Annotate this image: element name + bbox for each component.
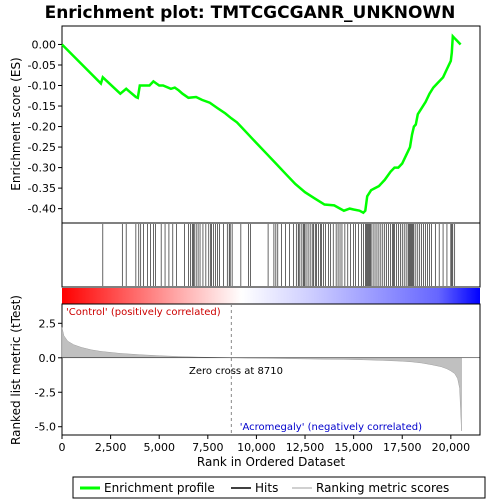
x-tick-label: 12,500 [286, 441, 325, 454]
legend-frame [72, 476, 486, 499]
metric-y-tick-label: 2.5 [39, 317, 57, 330]
ranked-metric-panel: 2.5 0.0 -2.5 -5.0 0 2,500 5,000 7,500 10,000 12,… [9, 295, 481, 469]
hits-panel [61, 222, 481, 288]
legend-metric-label: Ranking metric scores [316, 481, 449, 495]
x-tick-label: 2,500 [95, 441, 127, 454]
enrichment-y-tick-label: -0.05 [28, 59, 56, 72]
x-axis-label: Rank in Ordered Dataset [197, 455, 345, 469]
enrichment-profile-line [61, 33, 462, 215]
zero-cross-label: Zero cross at 8710 [189, 366, 283, 377]
enrichment-y-axis-label: Enrichment score (ES) [9, 57, 23, 190]
enrichment-y-axis: 0.00 -0.05 -0.10 -0.15 -0.20 -0.25 -0.30 -0.35 -… [28, 38, 62, 216]
x-tick-label: 15,000 [334, 441, 373, 454]
correlation-gradient-band [62, 288, 480, 304]
chart-title: Enrichment plot: TMTCGCGANR_UNKNOWN [45, 3, 456, 23]
enrichment-y-tick-label: -0.25 [28, 141, 56, 154]
metric-y-axis-label: Ranked list metric (tTest) [9, 295, 23, 445]
negative-correlation-label: 'Acromegaly' (negatively correlated) [240, 422, 422, 433]
enrichment-y-tick-label: 0.00 [32, 38, 57, 51]
metric-y-tick-label: 0.0 [39, 352, 57, 365]
metric-y-tick-label: -5.0 [35, 421, 56, 434]
metric-x-axis: 0 2,500 5,000 7,500 10,000 12,500 15,000 17,500… [59, 435, 471, 454]
legend-profile-label: Enrichment profile [104, 481, 215, 495]
ranked-metric-frame [61, 303, 481, 436]
rank-color-band [62, 288, 480, 304]
hit-markers [102, 224, 456, 286]
enrichment-y-tick-label: -0.20 [28, 121, 56, 134]
enrichment-y-tick-label: -0.10 [28, 80, 56, 93]
x-tick-label: 7,500 [192, 441, 224, 454]
metric-y-axis: 2.5 0.0 -2.5 -5.0 [35, 317, 62, 434]
positive-correlation-label: 'Control' (positively correlated) [66, 307, 221, 318]
legend: Enrichment profile Hits Ranking metric s… [72, 476, 486, 499]
legend-hits-label: Hits [255, 481, 278, 495]
enrichment-y-tick-label: -0.30 [28, 162, 56, 175]
enrichment-panel: 0.00 -0.05 -0.10 -0.15 -0.20 -0.25 -0.30 -0.35 -… [9, 25, 481, 224]
enrichment-plot-frame [61, 25, 481, 224]
enrichment-y-tick-label: -0.40 [28, 203, 56, 216]
x-tick-label: 0 [59, 441, 66, 454]
x-tick-label: 10,000 [237, 441, 276, 454]
x-tick-label: 5,000 [143, 441, 175, 454]
x-tick-label: 17,500 [383, 441, 422, 454]
hits-panel-frame [61, 222, 481, 288]
ranking-metric-area [61, 327, 462, 431]
x-tick-label: 20,000 [432, 441, 471, 454]
enrichment-y-tick-label: -0.35 [28, 182, 56, 195]
enrichment-y-tick-label: -0.15 [28, 100, 56, 113]
metric-y-tick-label: -2.5 [35, 386, 56, 399]
